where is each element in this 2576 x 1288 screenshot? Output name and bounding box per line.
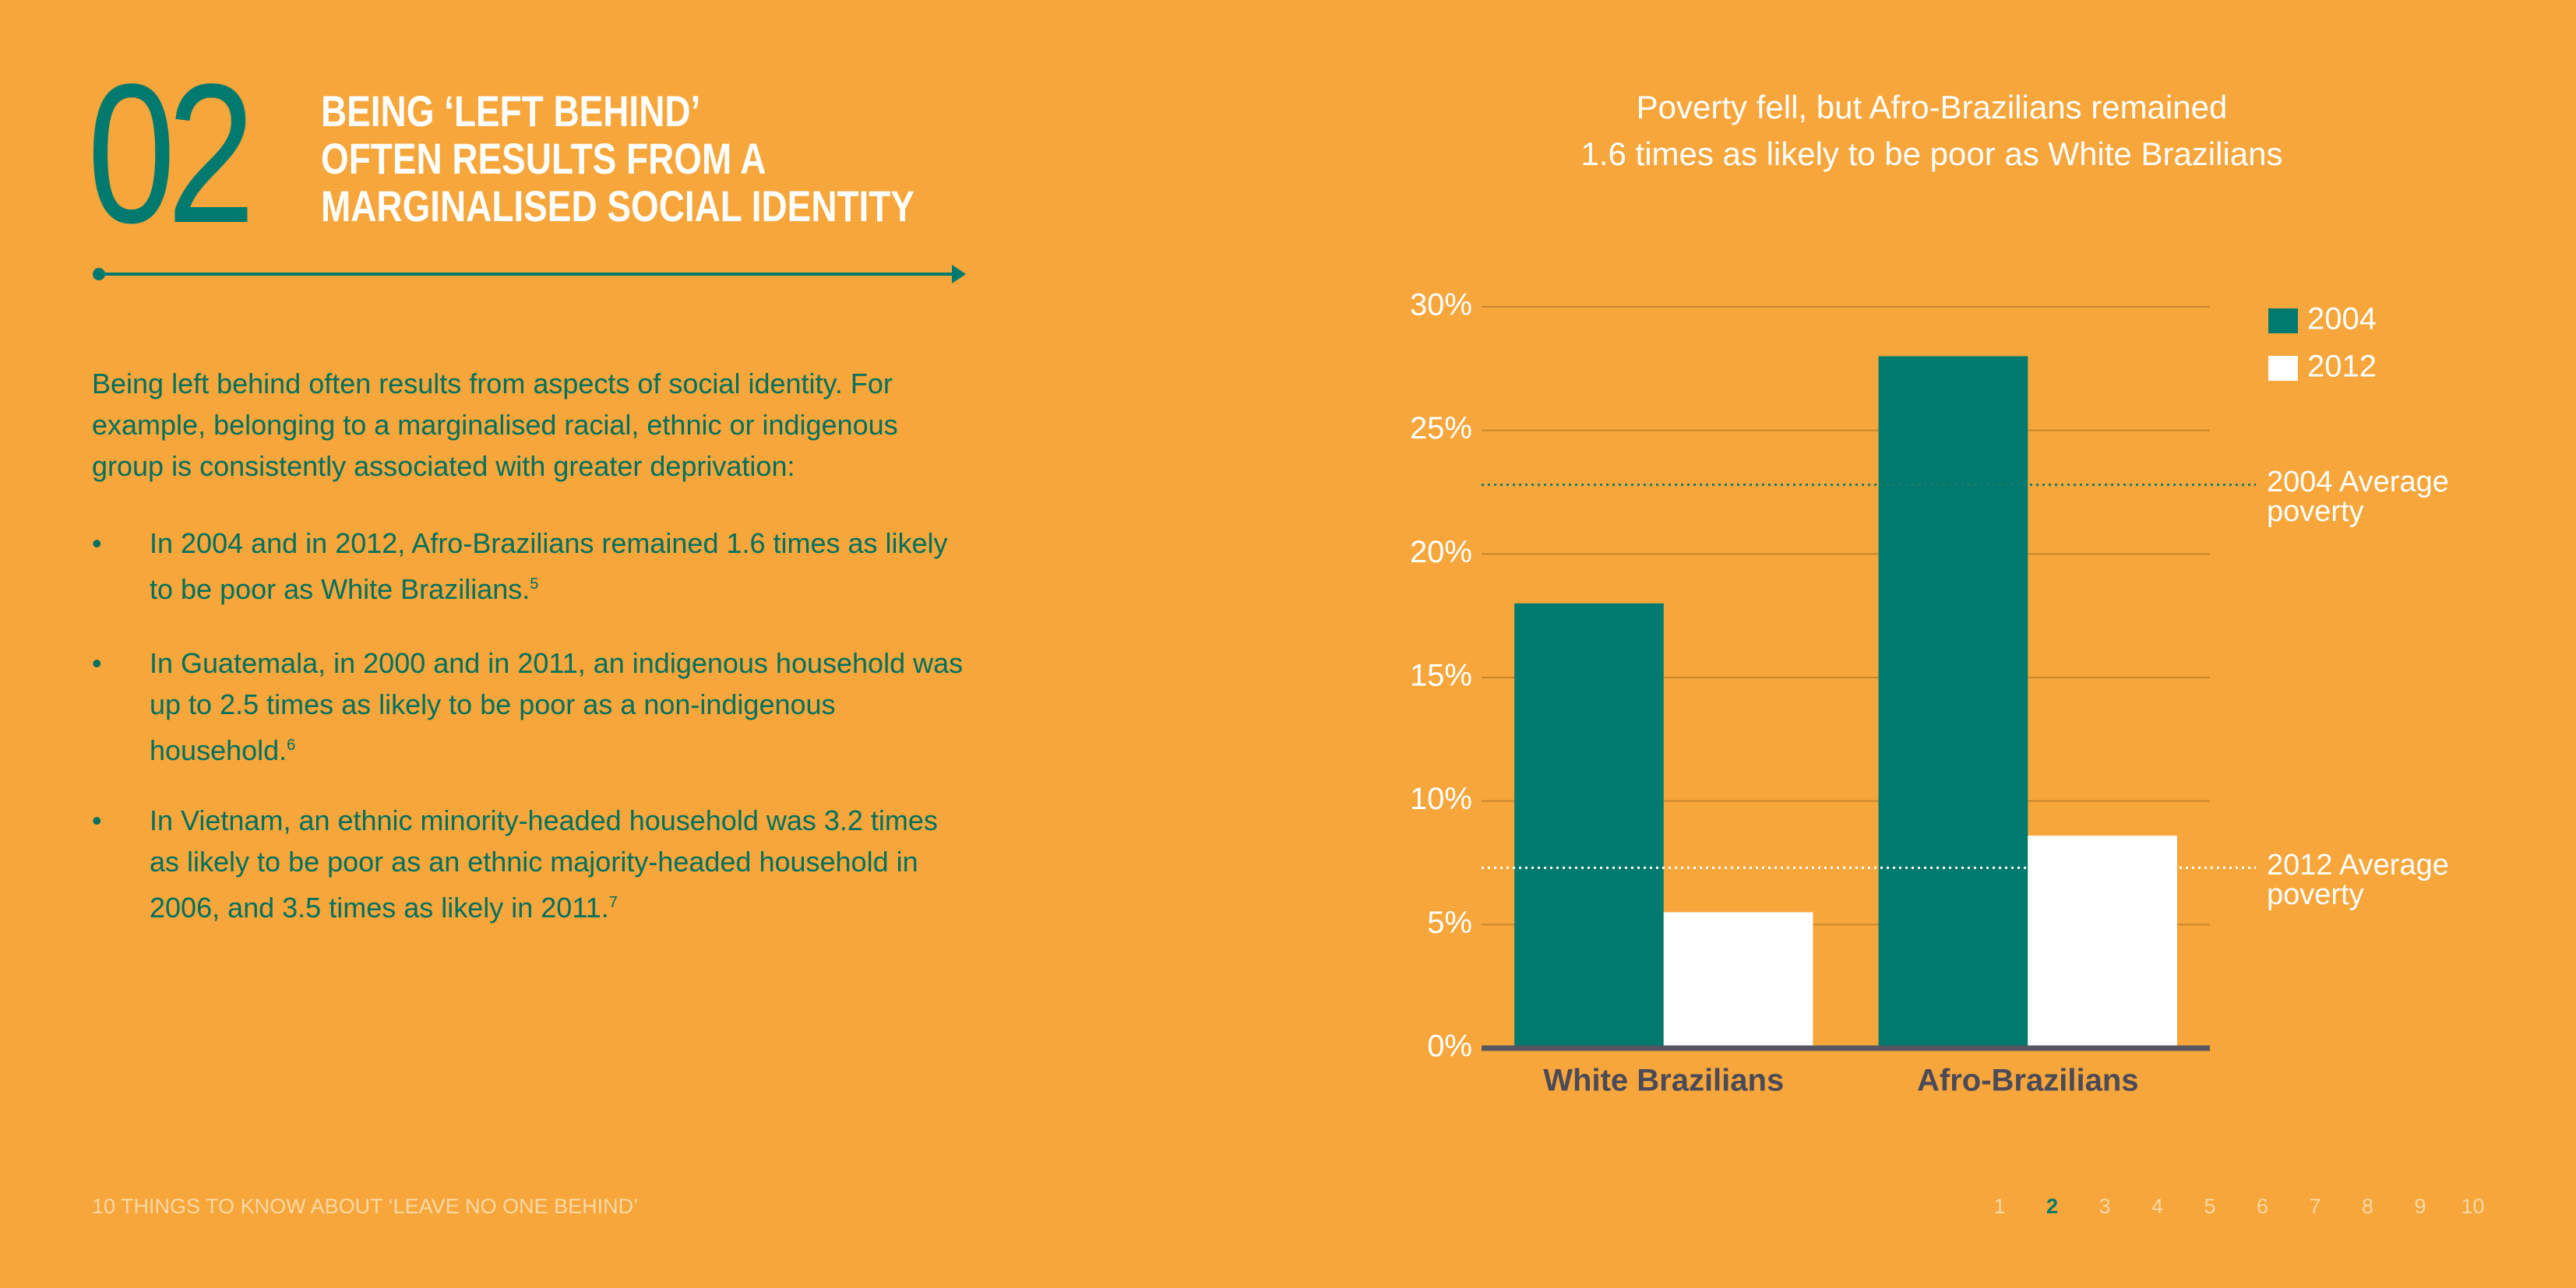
y-tick-label: 10%: [1410, 782, 1472, 816]
bullet-item: • In Guatemala, in 2000 and in 2011, an i…: [92, 642, 972, 771]
bullet-dot: •: [92, 647, 102, 679]
bullet-dot: •: [92, 804, 102, 836]
y-tick-label: 5%: [1427, 906, 1472, 940]
page-number: 4: [2151, 1195, 2164, 1218]
y-tick-label: 0%: [1427, 1029, 1472, 1064]
page-number: 5: [2204, 1195, 2216, 1218]
reference-label: 2012 Average poverty: [2267, 849, 2449, 912]
y-tick-label: 25%: [1410, 411, 1472, 445]
section-number: 02: [87, 43, 255, 265]
page-number: 8: [2361, 1195, 2374, 1218]
section-title: BEING ‘LEFT BEHIND’ OFTEN RESULTS FROM A…: [321, 86, 914, 231]
legend-swatch: [2268, 356, 2298, 381]
reference-label: 2004 Average poverty: [2267, 466, 2449, 529]
y-tick-label: 15%: [1410, 659, 1472, 693]
bullet-text: In 2004 and in 2012, Afro-Brazilians rem…: [150, 523, 972, 610]
page-number: 3: [2099, 1195, 2111, 1218]
y-tick-label: 30%: [1410, 288, 1472, 322]
footnote-ref: 7: [608, 894, 618, 911]
page-number: 10: [2461, 1195, 2485, 1218]
legend-label: 2012: [2307, 350, 2377, 384]
bullet-item: • In Vietnam, an ethnic minority-headed h…: [92, 800, 972, 928]
footnote-ref: 6: [287, 737, 296, 754]
footnote-ref: 5: [530, 575, 539, 593]
arrow-head: [952, 265, 966, 283]
bullet-item: • In 2004 and in 2012, Afro-Brazilians re…: [92, 523, 972, 610]
bar: [1663, 912, 1813, 1048]
chart-title: Poverty fell, but Afro-Brazilians remain…: [1580, 89, 2283, 172]
bullet-body: In 2004 and in 2012, Afro-Brazilians rem…: [150, 527, 948, 605]
bar: [2028, 836, 2177, 1048]
bullet-body: In Vietnam, an ethnic minority-headed ho…: [150, 804, 938, 924]
intro-paragraph: Being left behind often results from asp…: [92, 368, 898, 482]
page-number: 6: [2256, 1195, 2269, 1218]
legend-label: 2004: [2307, 302, 2377, 336]
footer-text: 10 THINGS TO KNOW ABOUT ‘LEAVE NO ONE BE…: [92, 1195, 639, 1218]
bullet-text: In Vietnam, an ethnic minority-headed ho…: [150, 800, 972, 928]
bar: [1878, 356, 2028, 1048]
bar: [1514, 603, 1664, 1048]
bullet-text: In Guatemala, in 2000 and in 2011, an in…: [150, 642, 972, 771]
page-number: 9: [2414, 1195, 2426, 1218]
legend-swatch: [2268, 308, 2298, 333]
y-tick-label: 20%: [1410, 535, 1472, 569]
bullet-dot: •: [92, 527, 102, 559]
page-number: 7: [2309, 1195, 2321, 1218]
page-number: 2: [2046, 1195, 2059, 1218]
x-tick-label: White Brazilians: [1543, 1064, 1784, 1098]
page-number: 1: [1993, 1195, 2006, 1218]
bullet-body: In Guatemala, in 2000 and in 2011, an in…: [150, 647, 964, 766]
x-tick-label: Afro-Brazilians: [1917, 1064, 2139, 1098]
